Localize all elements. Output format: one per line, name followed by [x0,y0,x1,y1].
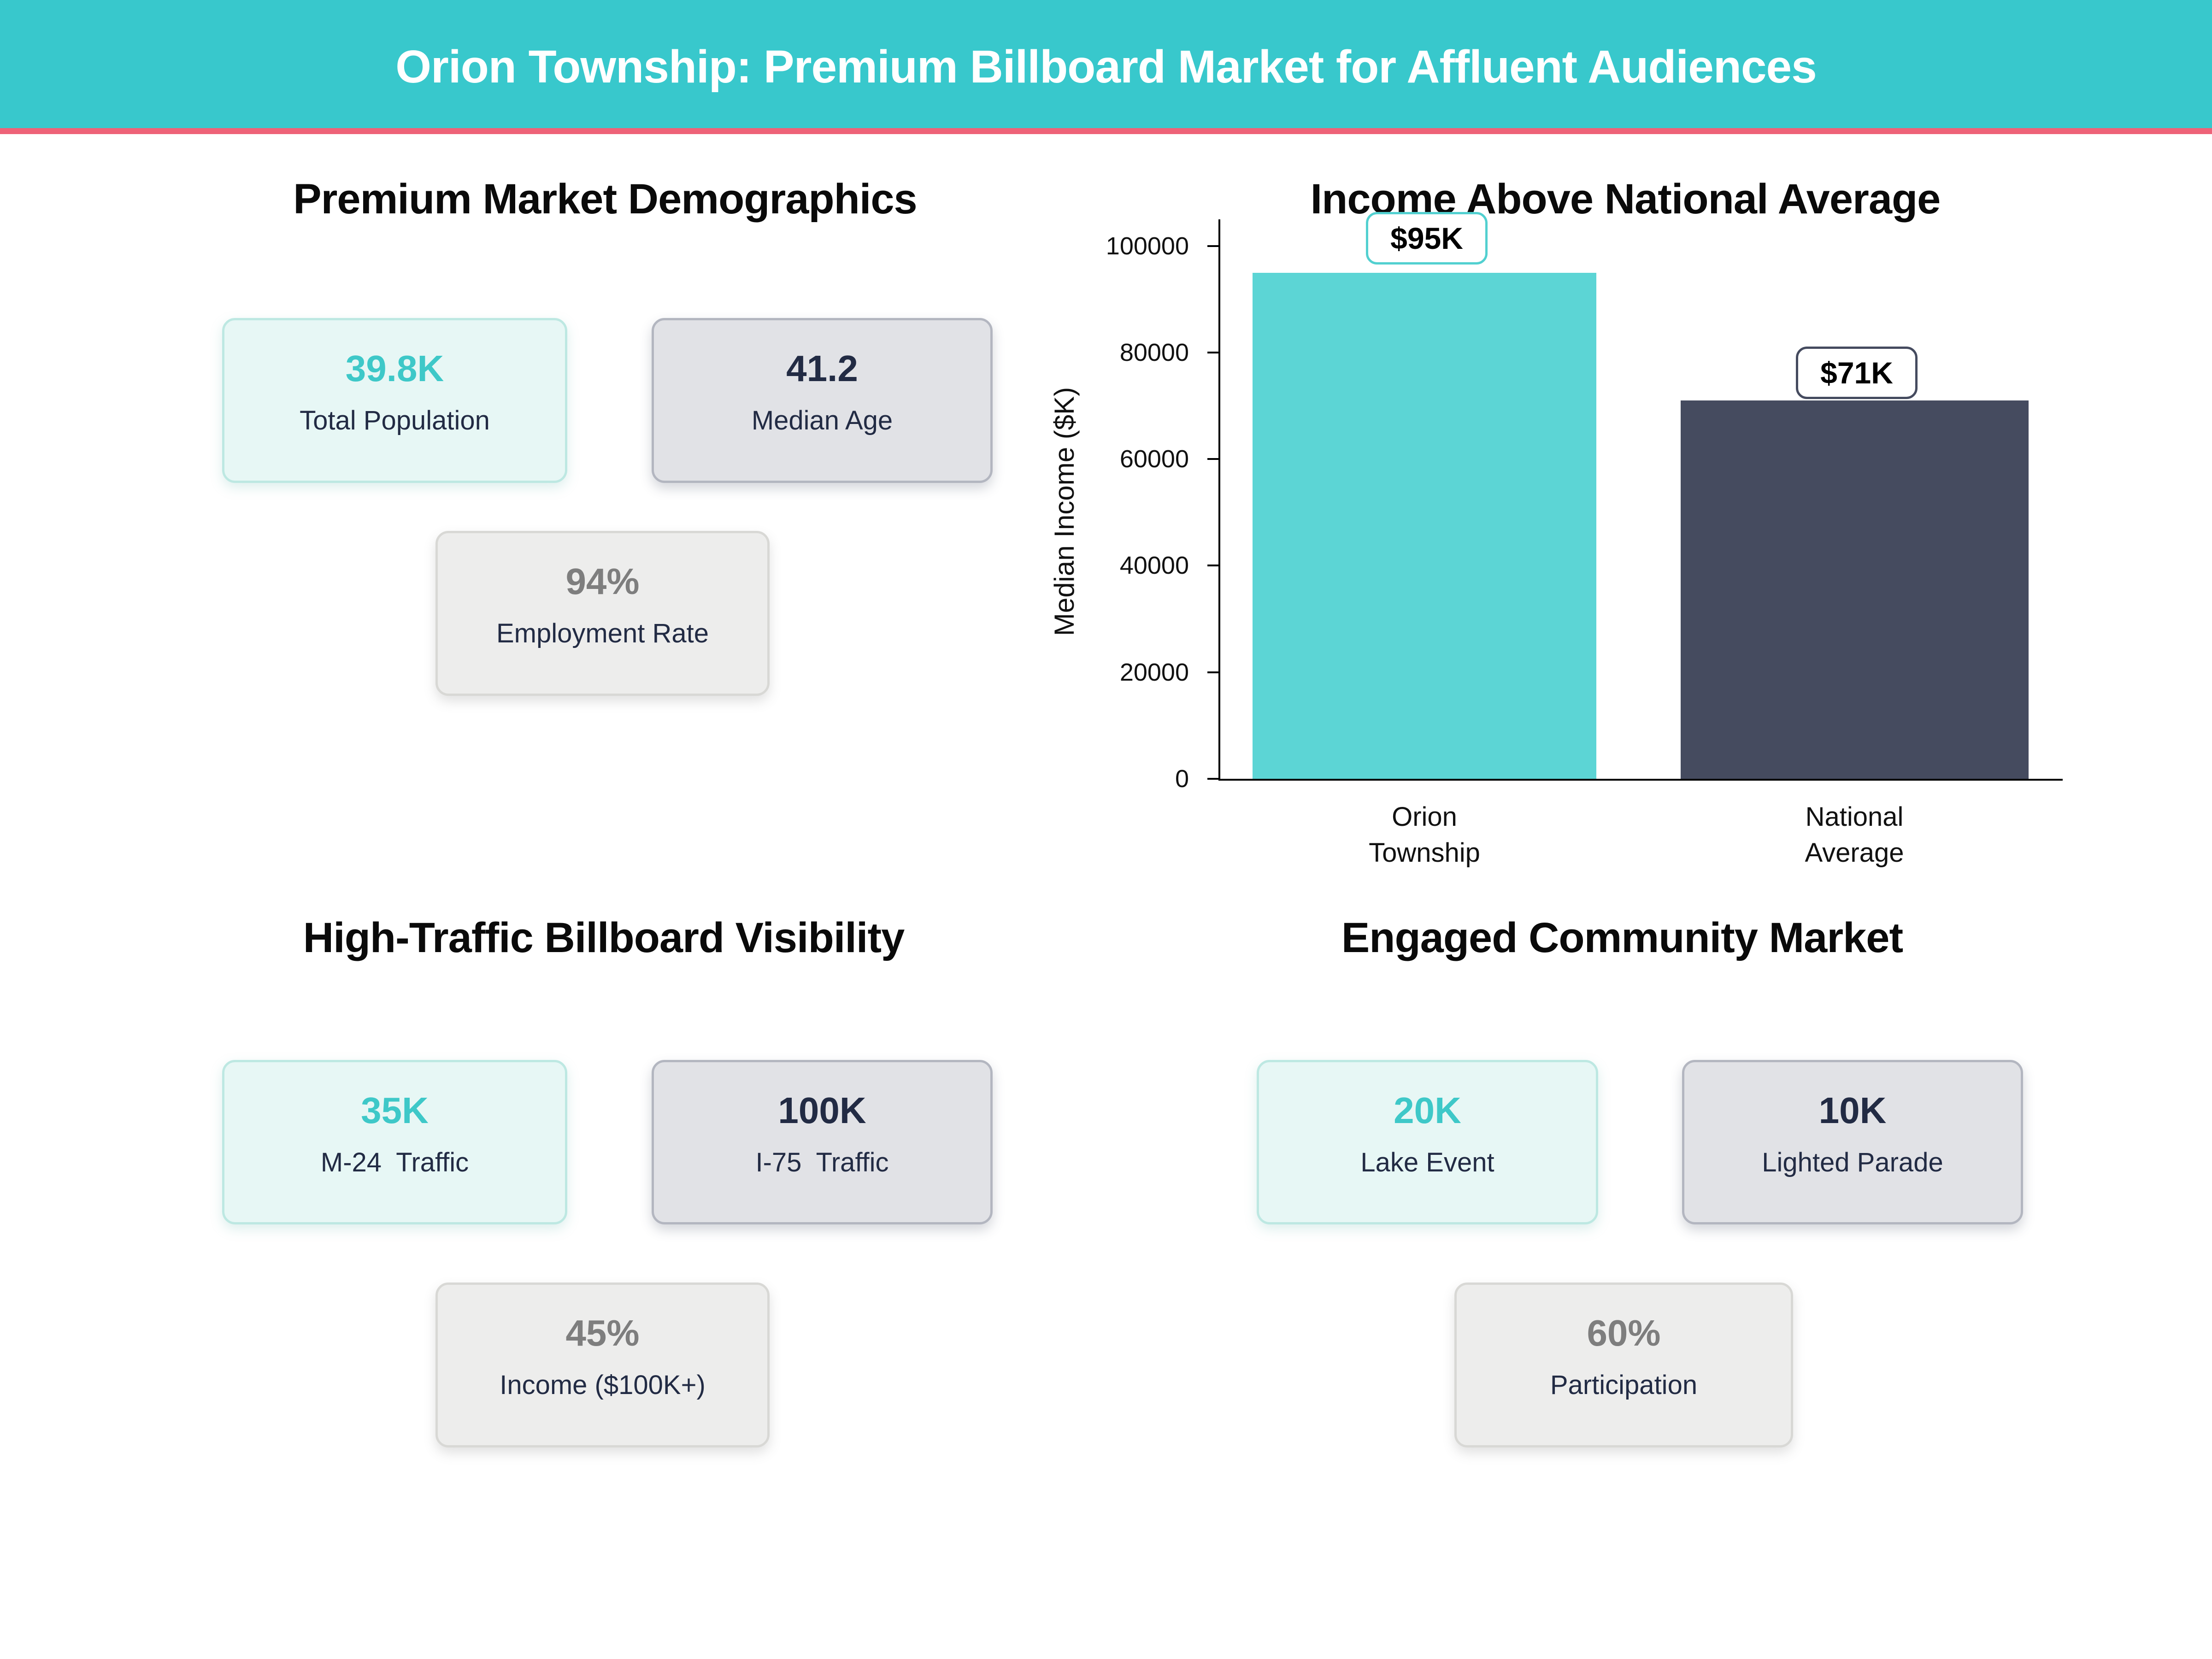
y-tick-label: 80000 [1119,339,1189,366]
x-tick-line: Township [1369,838,1480,868]
stat-label: M-24 Traffic [320,1147,469,1177]
stat-card-participation: 60% Participation [1454,1282,1793,1447]
section-title-traffic: High-Traffic Billboard Visibility [303,914,905,961]
stat-label: Income ($100K+) [500,1370,706,1400]
header-banner: Orion Township: Premium Billboard Market… [0,0,2212,128]
y-tick-label: 40000 [1119,552,1189,579]
header-accent-stripe [0,128,2212,134]
stat-value: 100K [778,1090,866,1131]
stat-value: 41.2 [786,348,858,389]
bar-value-callout-orion: $95K [1366,212,1488,265]
y-axis-spine [1218,219,1220,781]
y-tick-mark [1207,565,1218,566]
x-tick-label-national: National Average [1670,799,2039,871]
x-tick-line: Orion [1392,802,1457,832]
x-tick-line: Average [1805,838,1904,868]
bar-value-callout-national: $71K [1796,347,1918,399]
stat-card-median-age: 41.2 Median Age [652,318,993,483]
stat-value: 20K [1394,1090,1461,1131]
y-tick-mark [1207,778,1218,780]
stat-card-income-100k: 45% Income ($100K+) [435,1282,770,1447]
stat-card-employment-rate: 94% Employment Rate [435,531,770,696]
y-tick-label: 0 [1175,765,1189,793]
stat-label: Median Age [751,406,893,435]
stat-card-lighted-parade: 10K Lighted Parade [1682,1060,2023,1224]
income-chart-plot-area [1218,219,2063,779]
y-tick-mark [1207,458,1218,460]
stat-value: 60% [1587,1312,1661,1353]
stat-label: I-75 Traffic [755,1147,889,1177]
y-axis-label: Median Income ($K) [1049,387,1080,636]
x-tick-line: National [1805,802,1904,832]
stat-value: 45% [565,1312,640,1353]
x-tick-label-orion: Orion Township [1240,799,1609,871]
y-tick-label: 60000 [1119,445,1189,473]
stat-label: Lighted Parade [1762,1147,1943,1177]
stat-card-total-population: 39.8K Total Population [222,318,567,483]
stat-value: 35K [361,1090,429,1131]
y-tick-mark [1207,245,1218,247]
stat-label: Participation [1550,1370,1698,1400]
bar-orion-township [1253,273,1596,779]
section-title-community: Engaged Community Market [1341,914,1903,961]
stat-label: Employment Rate [496,618,709,648]
y-tick-mark [1207,352,1218,353]
x-axis-spine [1218,779,2063,781]
y-tick-label: 100000 [1106,232,1189,260]
y-tick-label: 20000 [1119,659,1189,686]
stat-value: 10K [1818,1090,1887,1131]
stat-label: Lake Event [1360,1147,1494,1177]
stat-value: 94% [565,561,640,602]
section-title-demographics: Premium Market Demographics [293,176,917,223]
stat-card-i75-traffic: 100K I-75 Traffic [652,1060,993,1224]
chart-title: Income Above National Average [1310,176,1941,223]
stat-card-lake-event: 20K Lake Event [1257,1060,1598,1224]
y-tick-mark [1207,671,1218,673]
stat-label: Total Population [300,406,490,435]
header-title: Orion Township: Premium Billboard Market… [395,41,1817,93]
bar-national-average [1681,400,2029,779]
stat-card-m24-traffic: 35K M-24 Traffic [222,1060,567,1224]
stat-value: 39.8K [345,348,444,389]
